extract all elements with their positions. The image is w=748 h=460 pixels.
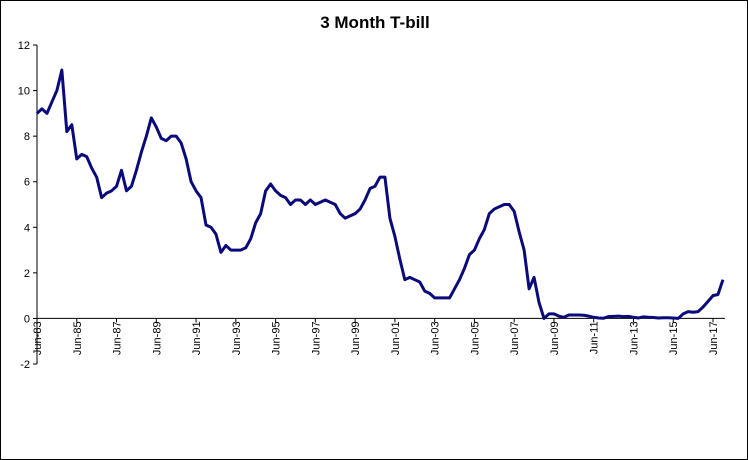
x-tick-label: Jun-11 bbox=[589, 321, 601, 354]
x-tick-label: Jun-87 bbox=[112, 321, 124, 355]
x-tick-label: Jun-91 bbox=[191, 321, 203, 355]
y-tick-label: 2 bbox=[24, 268, 30, 280]
data-line bbox=[35, 68, 725, 320]
y-tick-label: 10 bbox=[18, 86, 30, 98]
x-tick-label: Jun-95 bbox=[271, 321, 283, 355]
y-tick-label: -2 bbox=[20, 359, 30, 371]
x-tick-label: Jun-13 bbox=[628, 321, 640, 355]
x-tick-label: Jun-83 bbox=[32, 321, 44, 355]
y-tick-label: 4 bbox=[24, 222, 30, 234]
x-tick-label: Jun-09 bbox=[549, 321, 561, 355]
x-tick-label: Jun-03 bbox=[430, 321, 442, 355]
x-tick-label: Jun-85 bbox=[72, 321, 84, 355]
x-tick-label: Jun-97 bbox=[310, 321, 322, 355]
x-tick-label: Jun-93 bbox=[231, 321, 243, 355]
y-tick-label: 8 bbox=[24, 131, 30, 143]
x-tick-label: Jun-89 bbox=[151, 321, 163, 355]
chart-title: 3 Month T-bill bbox=[320, 13, 430, 32]
x-tick-label: Jun-07 bbox=[509, 321, 521, 355]
y-tick-label: 6 bbox=[24, 177, 30, 189]
x-tick-label: Jun-01 bbox=[390, 321, 402, 355]
y-tick-label: 0 bbox=[24, 313, 30, 325]
x-tick-label: Jun-17 bbox=[708, 321, 720, 355]
x-tick-label: Jun-05 bbox=[469, 321, 481, 355]
y-tick-label: 12 bbox=[18, 40, 30, 52]
x-tick-label: Jun-15 bbox=[668, 321, 680, 355]
x-tick-label: Jun-99 bbox=[350, 321, 362, 355]
